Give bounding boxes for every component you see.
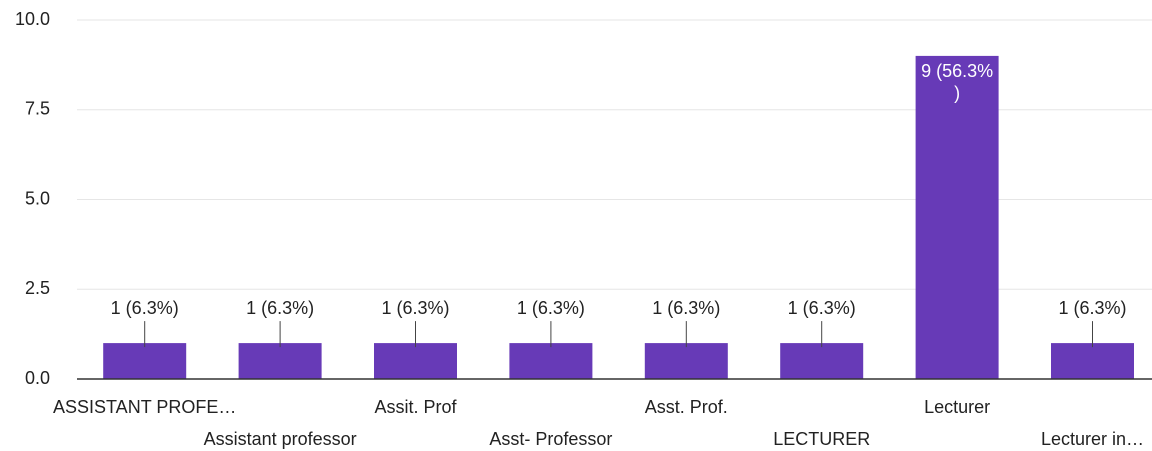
x-tick-label: LECTURER <box>773 429 870 449</box>
x-tick-label: Lecturer <box>924 397 990 417</box>
y-tick-label: 2.5 <box>25 278 50 298</box>
x-tick-label: Assit. Prof <box>374 397 457 417</box>
bar <box>374 343 457 379</box>
y-tick-label: 5.0 <box>25 188 50 208</box>
x-tick-label: ASSISTANT PROFE… <box>53 397 236 417</box>
y-tick-label: 0.0 <box>25 368 50 388</box>
x-tick-label: Asst- Professor <box>489 429 612 449</box>
bar <box>509 343 593 379</box>
bar <box>780 343 864 379</box>
y-tick-label: 7.5 <box>25 99 50 119</box>
y-tick-label: 10.0 <box>15 9 50 29</box>
x-tick-label: Assistant professor <box>204 429 357 449</box>
bar <box>238 343 322 379</box>
data-label: 1 (6.3%) <box>652 298 720 318</box>
data-label: 9 (56.3%) <box>921 61 993 103</box>
data-label-line: ) <box>954 83 960 103</box>
x-tick-label: Lecturer in… <box>1041 429 1144 449</box>
data-label: 1 (6.3%) <box>788 298 856 318</box>
data-label: 1 (6.3%) <box>1058 298 1126 318</box>
data-label: 1 (6.3%) <box>111 298 179 318</box>
bar <box>103 343 187 379</box>
data-label: 1 (6.3%) <box>246 298 314 318</box>
x-tick-label: Asst. Prof. <box>645 397 728 417</box>
bar <box>915 55 999 380</box>
data-label-line: 9 (56.3% <box>921 61 993 81</box>
bar <box>1051 343 1134 379</box>
data-label: 1 (6.3%) <box>517 298 585 318</box>
bar <box>644 343 728 379</box>
data-label: 1 (6.3%) <box>381 298 449 318</box>
